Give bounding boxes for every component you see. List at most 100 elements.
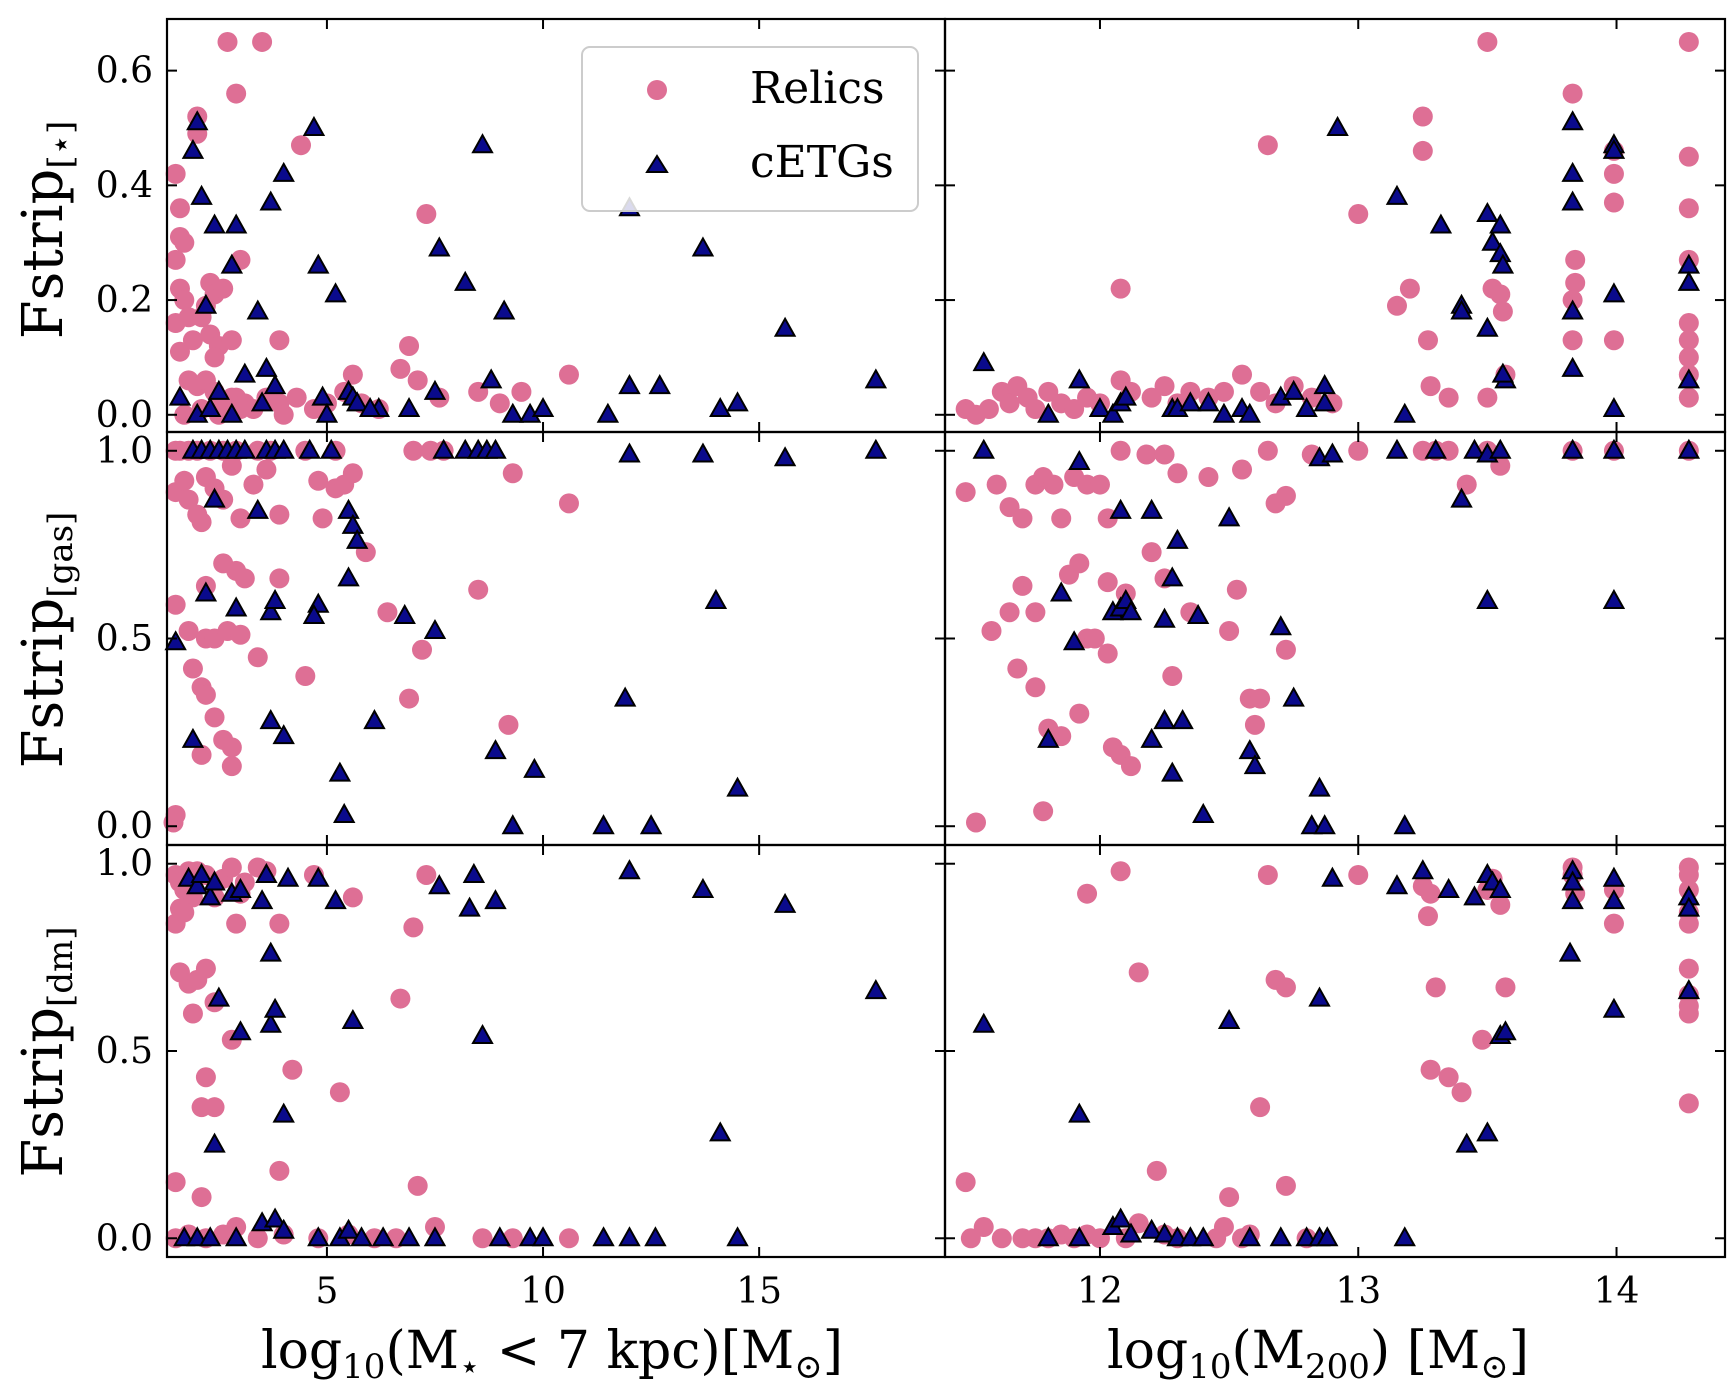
cetgs-point [592, 1226, 615, 1247]
relics-point [329, 1082, 350, 1103]
cetgs-point [1295, 397, 1318, 418]
cetgs-point [432, 438, 455, 459]
cetgs-point [345, 391, 369, 412]
relics-point [191, 744, 212, 765]
cetgs-point [358, 397, 382, 418]
relics-point [1167, 463, 1188, 484]
relics-point [1678, 958, 1699, 979]
cetgs-point [1186, 603, 1210, 624]
cetgs-point [1602, 588, 1626, 609]
series-cetgs-bottom-right [972, 859, 1701, 1247]
cetgs-point [484, 739, 507, 760]
relics-point [221, 330, 242, 351]
cetgs-point [488, 1226, 512, 1247]
relics-point [399, 688, 420, 709]
cetgs-point [1179, 391, 1202, 412]
cetgs-point [531, 397, 555, 418]
cetgs-point [315, 402, 339, 423]
cetgs-point [1429, 213, 1453, 234]
cetgs-point [324, 889, 347, 910]
y-tick-label: 0.0 [96, 395, 153, 436]
cetgs-point [203, 870, 226, 891]
cetgs-point [1140, 727, 1163, 748]
relics-point [1603, 163, 1624, 184]
cetgs-point [324, 282, 347, 303]
cetgs-point [1316, 1226, 1339, 1247]
relics-point [965, 812, 986, 833]
cetgs-point [337, 1218, 360, 1239]
cetgs-point [644, 1226, 667, 1247]
cetgs-point [276, 866, 300, 887]
relics-point [1472, 1029, 1493, 1050]
cetgs-point [190, 862, 213, 883]
svg-text:Fstrip[⋆]: Fstrip[⋆] [11, 121, 81, 339]
cetgs-point [350, 1226, 373, 1247]
relics-point [282, 1059, 303, 1080]
relics-point [195, 1067, 216, 1088]
relics-point [973, 1217, 994, 1238]
series-cetgs-top-left [168, 110, 888, 423]
relics-point [1275, 1175, 1296, 1196]
relics-point [999, 497, 1020, 518]
relics-point [226, 83, 247, 104]
cetgs-point [190, 184, 213, 205]
relics-point [1477, 31, 1498, 52]
relics-point [1417, 906, 1438, 927]
panel-middle-right [943, 430, 1727, 847]
relics-point [163, 812, 184, 833]
relics-point [269, 913, 290, 934]
relics-point [1603, 192, 1624, 213]
relics-point [217, 31, 238, 52]
relics-point [342, 463, 363, 484]
cetgs-point [224, 213, 248, 234]
relics-point [1678, 31, 1699, 52]
y-tick-label: 0.0 [96, 1218, 153, 1259]
panel-frame [943, 430, 1727, 847]
relics-point [213, 278, 234, 299]
relics-point [1128, 962, 1149, 983]
cetgs-point [462, 862, 486, 883]
series-relics-middle-left [163, 440, 579, 833]
cetgs-point [704, 588, 728, 609]
cetgs-point [1321, 866, 1344, 887]
relics-point [403, 917, 424, 938]
cetgs-point [1491, 362, 1515, 383]
relics-point [195, 958, 216, 979]
cetgs-point [1269, 615, 1292, 636]
relics-point [1603, 913, 1624, 934]
relics-point [1490, 284, 1511, 305]
cetgs-point [337, 498, 360, 519]
relics-point [1420, 376, 1441, 397]
relics-point [407, 370, 428, 391]
relics-point [1348, 204, 1369, 225]
y-tick-label: 0.0 [96, 806, 153, 847]
relics-point [174, 290, 195, 311]
relics-point [1154, 376, 1175, 397]
relics-point [221, 737, 242, 758]
relics-point [978, 399, 999, 420]
y-tick-label: 0.6 [96, 51, 153, 92]
cetgs-point [773, 316, 797, 337]
relics-point [1077, 883, 1098, 904]
cetgs-point [1561, 110, 1584, 131]
panel-frame [943, 17, 1727, 434]
cetgs-point [199, 1226, 222, 1247]
cetgs-point [1088, 397, 1112, 418]
cetgs-point [423, 379, 447, 400]
cetgs-point [207, 986, 231, 1007]
relics-point [273, 404, 294, 425]
cetgs-point [1476, 588, 1499, 609]
relics-point [1678, 1093, 1699, 1114]
cetgs-point [1068, 1102, 1091, 1123]
cetgs-point [1602, 138, 1626, 159]
cetgs-point [328, 761, 352, 782]
relics-point [1232, 364, 1253, 385]
cetgs-point [1393, 402, 1416, 423]
relics-point [407, 1175, 428, 1196]
cetgs-point [259, 941, 282, 962]
cetgs-point [259, 709, 282, 730]
cetgs-point [1602, 889, 1626, 910]
cetgs-point [1243, 754, 1267, 775]
cetgs-point [307, 866, 330, 887]
cetgs-point [484, 889, 507, 910]
